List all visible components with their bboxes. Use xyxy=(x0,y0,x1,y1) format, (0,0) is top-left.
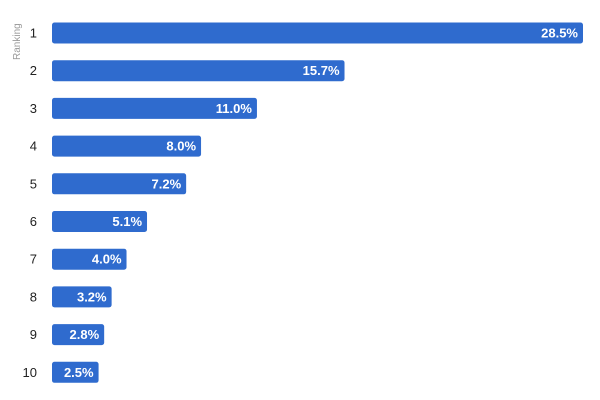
value-label: 2.5% xyxy=(64,365,94,380)
value-label: 8.0% xyxy=(166,139,196,154)
value-label: 4.0% xyxy=(92,252,122,267)
category-label: 10 xyxy=(23,365,37,380)
bar-row: 1 28.5% xyxy=(30,22,583,44)
bar[interactable] xyxy=(52,286,112,308)
bar-row: 2 15.7% xyxy=(30,60,345,82)
bars-layer: 1 28.5% 2 15.7% 3 11.0% 4 8.0% 5 7.2% 6 5.1% 7 4.0% 8 3… xyxy=(23,22,583,383)
bar[interactable] xyxy=(52,60,345,82)
value-label: 2.8% xyxy=(70,327,100,342)
bar-row: 7 4.0% xyxy=(30,248,127,270)
category-label: 7 xyxy=(30,252,37,267)
bar-row: 10 2.5% xyxy=(23,361,99,383)
bar[interactable] xyxy=(52,97,257,119)
value-label: 3.2% xyxy=(77,289,107,304)
bar[interactable] xyxy=(52,248,127,270)
category-label: 4 xyxy=(30,139,37,154)
bar[interactable] xyxy=(52,211,148,232)
value-label: 7.2% xyxy=(152,176,182,191)
category-label: 1 xyxy=(30,26,37,41)
bar-row: 5 7.2% xyxy=(30,173,187,195)
bar[interactable] xyxy=(52,135,202,157)
bar-row: 6 5.1% xyxy=(30,211,148,232)
value-label: 5.1% xyxy=(112,214,142,229)
bar[interactable] xyxy=(52,22,583,44)
bar-row: 8 3.2% xyxy=(30,286,112,308)
category-label: 8 xyxy=(30,289,37,304)
category-label: 2 xyxy=(30,63,37,78)
bar-row: 4 8.0% xyxy=(30,135,202,157)
bar[interactable] xyxy=(52,324,105,346)
bar-row: 9 2.8% xyxy=(30,324,105,346)
bar[interactable] xyxy=(52,173,187,195)
category-label: 9 xyxy=(30,327,37,342)
category-label: 6 xyxy=(30,214,37,229)
category-label: 5 xyxy=(30,176,37,191)
bar[interactable] xyxy=(52,361,99,383)
category-label: 3 xyxy=(30,101,37,116)
y-axis-title: Ranking xyxy=(12,23,23,60)
value-label: 15.7% xyxy=(303,63,340,78)
value-label: 11.0% xyxy=(216,101,253,116)
bar-row: 3 11.0% xyxy=(30,97,257,119)
value-label: 28.5% xyxy=(541,26,578,41)
